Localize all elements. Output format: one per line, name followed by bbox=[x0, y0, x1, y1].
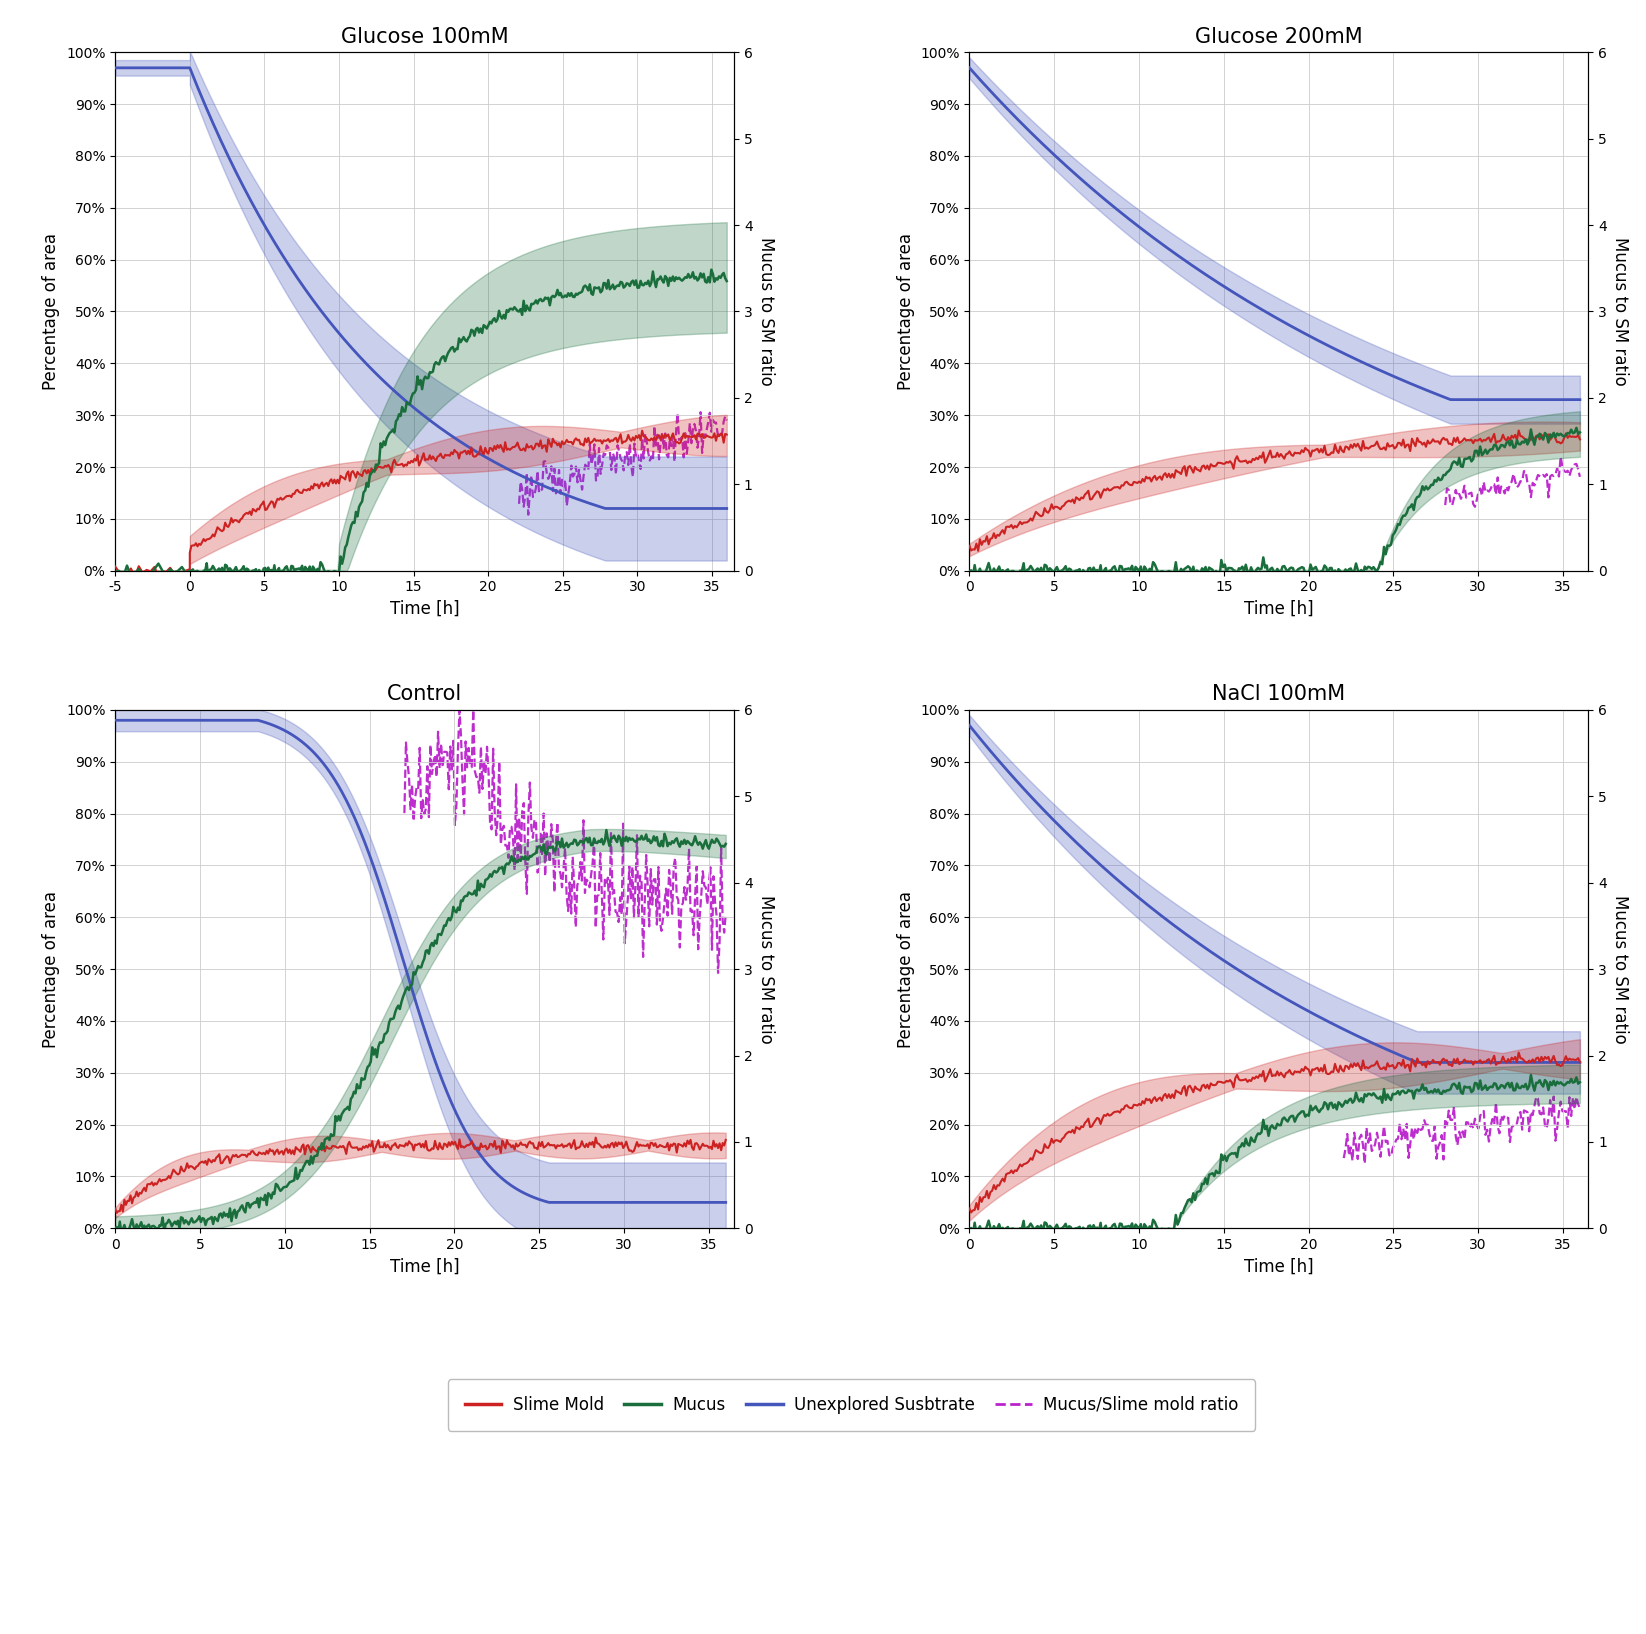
Legend: Slime Mold, Mucus, Unexplored Susbtrate, Mucus/Slime mold ratio: Slime Mold, Mucus, Unexplored Susbtrate,… bbox=[448, 1379, 1256, 1430]
Y-axis label: Percentage of area: Percentage of area bbox=[43, 234, 61, 391]
X-axis label: Time [h]: Time [h] bbox=[390, 600, 459, 618]
X-axis label: Time [h]: Time [h] bbox=[1244, 600, 1314, 618]
Title: NaCl 100mM: NaCl 100mM bbox=[1213, 685, 1345, 704]
Y-axis label: Mucus to SM ratio: Mucus to SM ratio bbox=[1611, 895, 1630, 1044]
X-axis label: Time [h]: Time [h] bbox=[390, 1258, 459, 1276]
Y-axis label: Percentage of area: Percentage of area bbox=[897, 891, 915, 1047]
Title: Glucose 200mM: Glucose 200mM bbox=[1195, 26, 1363, 46]
Y-axis label: Mucus to SM ratio: Mucus to SM ratio bbox=[757, 895, 775, 1044]
Title: Control: Control bbox=[387, 685, 463, 704]
Y-axis label: Mucus to SM ratio: Mucus to SM ratio bbox=[757, 237, 775, 386]
Title: Glucose 100mM: Glucose 100mM bbox=[341, 26, 509, 46]
Y-axis label: Mucus to SM ratio: Mucus to SM ratio bbox=[1611, 237, 1630, 386]
Y-axis label: Percentage of area: Percentage of area bbox=[897, 234, 915, 391]
Y-axis label: Percentage of area: Percentage of area bbox=[43, 891, 61, 1047]
X-axis label: Time [h]: Time [h] bbox=[1244, 1258, 1314, 1276]
